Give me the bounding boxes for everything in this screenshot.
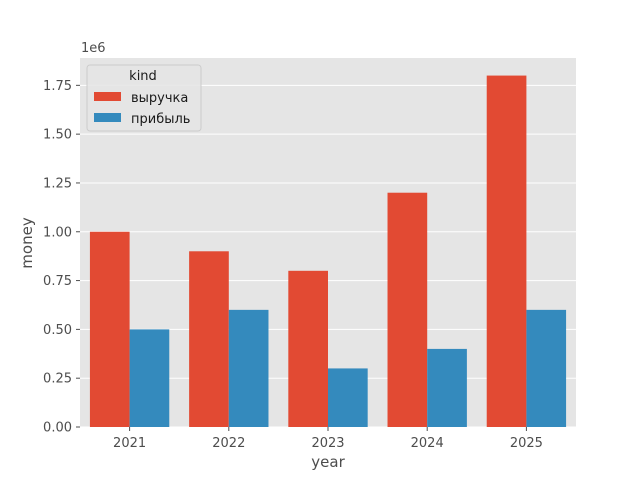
y-tick-label: 1.50 bbox=[43, 128, 72, 143]
bar-2023-0 bbox=[288, 270, 328, 427]
x-tick-label: 2025 bbox=[510, 436, 543, 451]
y-offset-text: 1e6 bbox=[81, 41, 106, 56]
legend-swatch-pribyl bbox=[94, 113, 121, 122]
bar-2021-1 bbox=[129, 329, 170, 427]
y-tick-label: 0.50 bbox=[43, 323, 72, 338]
x-tick-label: 2023 bbox=[311, 436, 344, 451]
legend-title: kind bbox=[129, 69, 157, 84]
y-tick-label: 1.75 bbox=[43, 79, 72, 94]
y-tick-label: 0.00 bbox=[43, 421, 72, 436]
y-tick-label: 1.25 bbox=[43, 176, 72, 191]
y-tick-label: 0.25 bbox=[43, 372, 72, 387]
bar-2025-0 bbox=[486, 75, 527, 428]
bar-2022-1 bbox=[228, 309, 269, 427]
bar-2022-0 bbox=[189, 251, 229, 427]
bar-2024-1 bbox=[427, 348, 467, 427]
legend-label-pribyl: прибыль bbox=[131, 112, 190, 127]
bar-2025-1 bbox=[526, 309, 567, 427]
bars bbox=[89, 75, 567, 428]
legend-label-vyruchka: выручка bbox=[131, 91, 188, 106]
x-tick-label: 2024 bbox=[411, 436, 444, 451]
legend: kind выручка прибыль bbox=[86, 64, 202, 132]
x-tick-label: 2021 bbox=[113, 436, 146, 451]
x-axis-ticks: 2021 2022 2023 2024 2025 bbox=[113, 427, 543, 451]
bar-2023-1 bbox=[328, 368, 368, 427]
y-axis-ticks: 0.00 0.25 0.50 0.75 1.00 1.25 1.50 1.75 bbox=[43, 79, 80, 436]
y-axis-label: money bbox=[18, 217, 36, 269]
x-tick-label: 2022 bbox=[212, 436, 245, 451]
bar-2024-0 bbox=[387, 192, 428, 427]
bar-2021-0 bbox=[89, 231, 130, 427]
y-tick-label: 0.75 bbox=[43, 274, 72, 289]
y-tick-label: 1.00 bbox=[43, 225, 72, 240]
x-axis-label: year bbox=[311, 453, 345, 471]
legend-swatch-vyruchka bbox=[94, 92, 121, 101]
